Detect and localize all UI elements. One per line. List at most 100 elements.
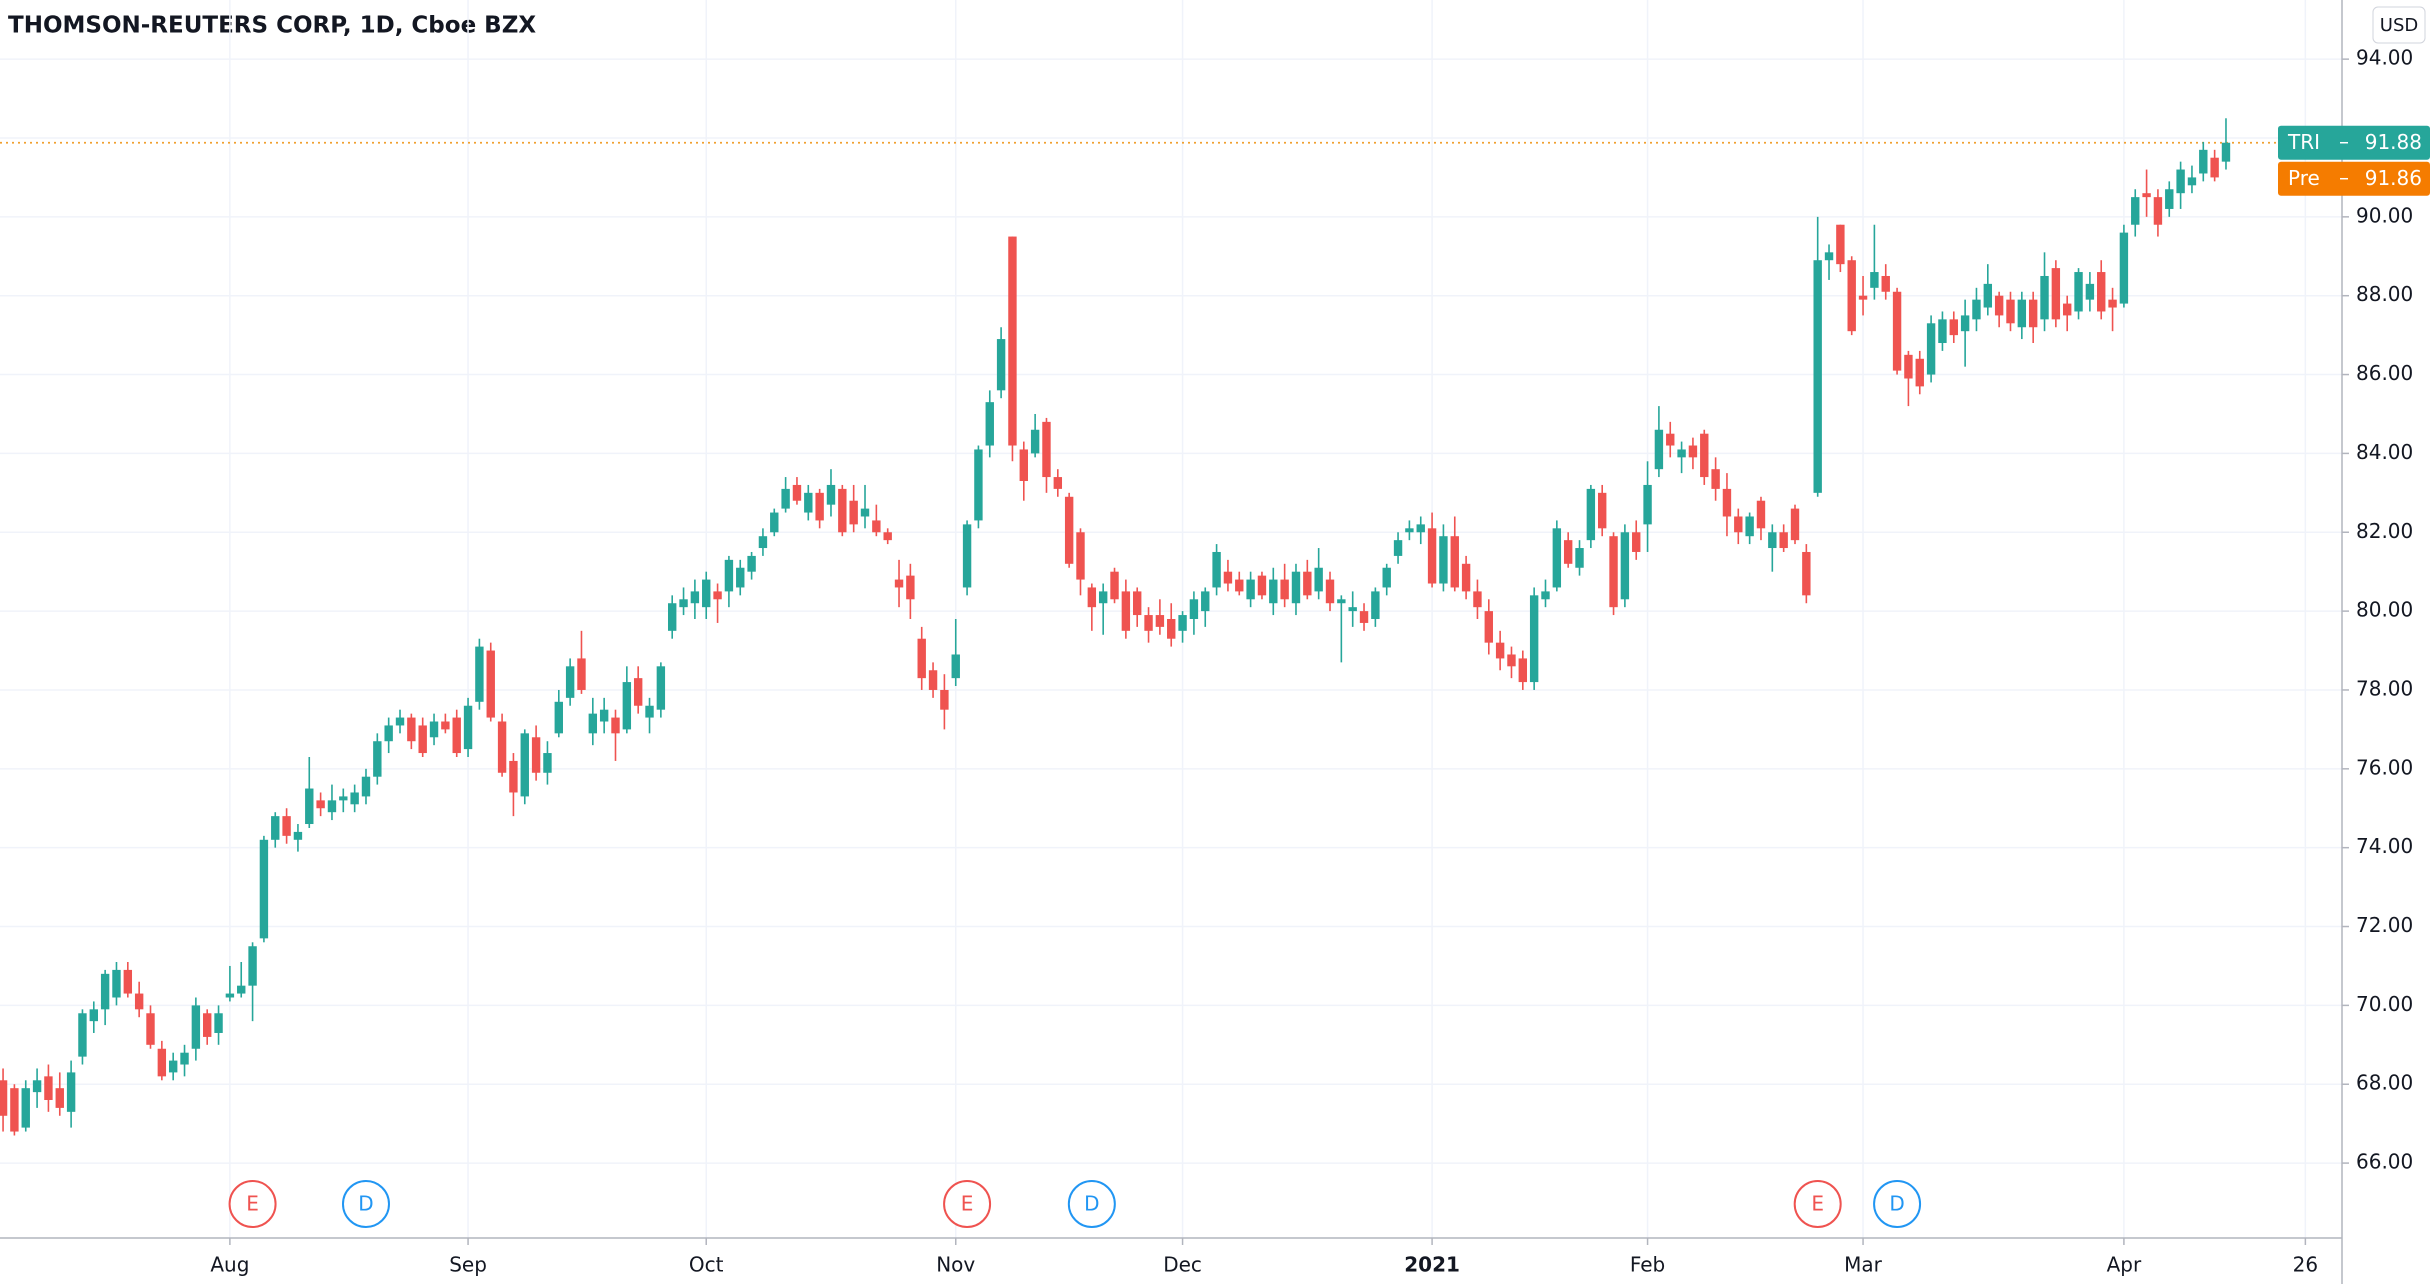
candle-body [21, 1088, 30, 1128]
candle-body [1734, 516, 1743, 533]
candle-body [679, 599, 688, 608]
chart-title: THOMSON-REUTERS CORP, 1D, Cboe BZX [8, 13, 536, 39]
candle-body [1654, 429, 1664, 470]
candle-body [1291, 571, 1301, 604]
candle-body [463, 705, 473, 750]
candle-body [1427, 528, 1437, 584]
event-marker[interactable] [1067, 1180, 1116, 1228]
candle-body [622, 682, 632, 730]
candle-body [1155, 615, 1165, 627]
candle-body [917, 638, 926, 679]
event-label: D [1084, 1192, 1099, 1216]
candle-body [894, 579, 904, 588]
candle-body [1087, 587, 1097, 608]
candle-body [1439, 536, 1448, 584]
candle-body [974, 449, 983, 521]
candle-body [1643, 484, 1652, 525]
candle-body [2176, 169, 2185, 194]
candle-body [1960, 315, 1970, 332]
candle-body [2006, 299, 2015, 324]
candle-body [1666, 433, 1675, 446]
candle-body [1892, 291, 1902, 371]
candle-body [339, 796, 348, 801]
candle-body [2062, 303, 2072, 316]
event-marker[interactable] [341, 1180, 390, 1228]
y-tick-label: 74.00 [2356, 834, 2413, 858]
candle-body [1303, 571, 1312, 596]
candle-body [1858, 295, 1868, 300]
candle-body [883, 532, 892, 541]
candle-body [1541, 591, 1550, 600]
candle-body [384, 725, 393, 742]
candle-body [1552, 528, 1562, 588]
candle-body [1371, 591, 1380, 619]
candle-body [1926, 323, 1936, 375]
candle-body [475, 646, 484, 702]
candle-body [2131, 197, 2140, 225]
candle-body [996, 339, 1006, 391]
y-tick-label: 82.00 [2356, 519, 2413, 543]
candle-body [826, 484, 836, 505]
event-marker[interactable] [228, 1180, 277, 1228]
candle-body [134, 993, 144, 1010]
candle-body [1042, 421, 1051, 478]
y-tick-label: 72.00 [2356, 913, 2413, 937]
candle-body [713, 591, 722, 600]
candle-body [520, 733, 529, 797]
candle-body [645, 705, 654, 718]
candle-body [1575, 548, 1584, 568]
candle-body [1620, 532, 1630, 600]
candle-body [1824, 252, 1834, 261]
candle-body [2187, 177, 2197, 186]
x-tick-label: Feb [1630, 1253, 1665, 1277]
candle-body [1030, 429, 1040, 454]
candle-body [2028, 299, 2038, 328]
candle-body [373, 741, 382, 777]
candle-body [1416, 524, 1425, 533]
event-label: E [1811, 1192, 1824, 1216]
y-tick-label: 70.00 [2356, 992, 2413, 1016]
candle-body [1598, 492, 1607, 529]
candle-body [1064, 496, 1074, 564]
candles [0, 118, 2231, 1136]
y-tick-label: 94.00 [2356, 46, 2413, 70]
price-tag-name: TRI [2287, 130, 2320, 154]
candle-body [531, 737, 541, 773]
candle-body [860, 508, 870, 517]
candle-body [1972, 299, 1981, 320]
candle-body [486, 650, 495, 718]
event-marker[interactable] [943, 1180, 992, 1228]
candle-body [497, 721, 507, 773]
candle-body [89, 1009, 98, 1022]
price-tag [2278, 161, 2430, 196]
price-tag-name: Pre [2288, 166, 2320, 190]
candle-body [44, 1076, 53, 1101]
candle-body [702, 579, 711, 608]
candle-body [1269, 579, 1278, 604]
candle-body [770, 512, 779, 533]
price-tag-value: 91.88 [2365, 130, 2422, 154]
candle-body [1473, 591, 1482, 608]
currency-box[interactable] [2372, 6, 2426, 44]
candle-body [690, 591, 700, 604]
candle-body [316, 800, 325, 809]
candle-body [815, 492, 824, 521]
candle-body [656, 666, 666, 710]
candle-body [1110, 571, 1119, 600]
currency: USD [2380, 15, 2418, 36]
candle-body [962, 524, 972, 588]
candle-body [2210, 157, 2219, 178]
candle-body [1518, 658, 1528, 683]
candle-body [1677, 449, 1686, 458]
candle-body [1983, 283, 1993, 308]
candle-body [1495, 642, 1505, 659]
candle-body [928, 670, 938, 690]
candle-body [32, 1080, 42, 1093]
event-marker[interactable] [1793, 1180, 1842, 1228]
candle-body [1722, 488, 1732, 517]
candle-body [168, 1060, 178, 1073]
event-marker[interactable] [1873, 1180, 1922, 1228]
candle-body [804, 492, 813, 513]
candle-body [271, 816, 280, 840]
